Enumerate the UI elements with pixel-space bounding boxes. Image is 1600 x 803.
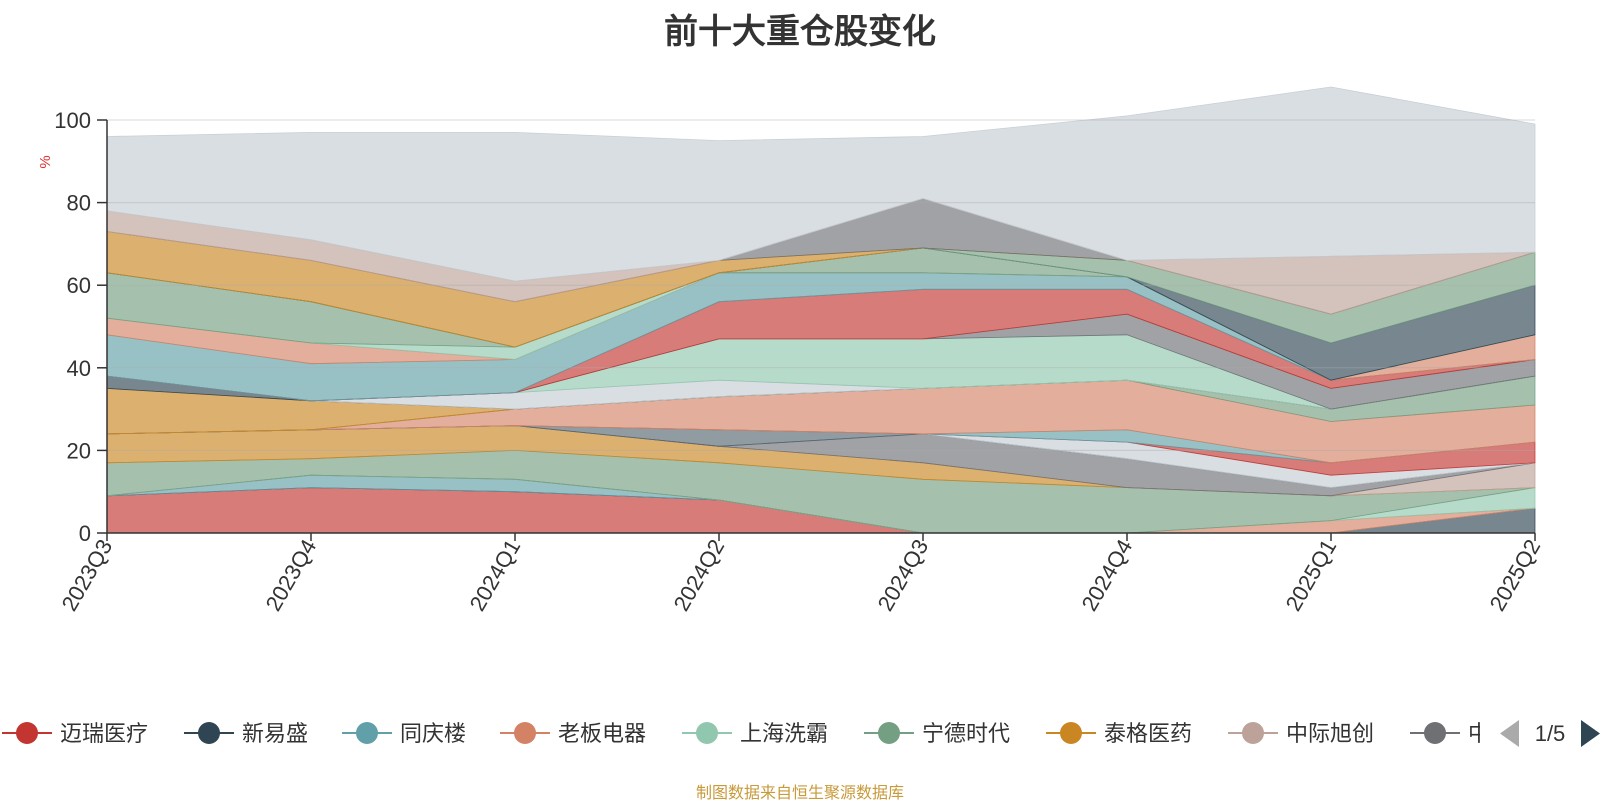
chart-title: 前十大重仓股变化	[664, 12, 936, 52]
y-tick-label-80: 80	[67, 191, 91, 216]
y-tick-label-60: 60	[67, 273, 91, 298]
legend-clip-mask	[1480, 705, 1600, 761]
x-tick-label-2025Q2: 2025Q2	[1485, 535, 1546, 615]
y-tick-label-20: 20	[67, 438, 91, 463]
legend-label-4: 上海洗霸	[740, 721, 828, 746]
data-source-note: 制图数据来自恒生聚源数据库	[695, 783, 904, 802]
x-tick-label-2025Q1: 2025Q1	[1281, 535, 1342, 615]
legend-label-5: 宁德时代	[922, 721, 1010, 746]
x-tick-label-2024Q4: 2024Q4	[1077, 535, 1138, 615]
legend-marker-4[interactable]	[696, 722, 718, 744]
y-tick-label-0: 0	[79, 521, 91, 546]
y-tick-label-100: 100	[54, 108, 91, 133]
legend-label-7: 中际旭创	[1286, 721, 1374, 746]
x-tick-label-2023Q4: 2023Q4	[261, 535, 322, 615]
legend-label-2: 同庆楼	[400, 721, 466, 746]
legend-marker-3[interactable]	[514, 722, 536, 744]
legend-label-3: 老板电器	[558, 721, 646, 746]
legend-marker-6[interactable]	[1060, 722, 1082, 744]
legend-marker-2[interactable]	[356, 722, 378, 744]
legend-label-1: 新易盛	[242, 721, 308, 746]
legend-prev-page-icon[interactable]	[1500, 720, 1519, 747]
legend-next-page-icon[interactable]	[1581, 720, 1600, 747]
legend-label-6: 泰格医药	[1104, 721, 1192, 746]
legend-page-indicator: 1/5	[1535, 721, 1566, 746]
area-series-30	[106, 86, 1536, 282]
y-tick-label-40: 40	[67, 356, 91, 381]
x-tick-label-2024Q3: 2024Q3	[873, 535, 934, 615]
legend-marker-1[interactable]	[198, 722, 220, 744]
legend-marker-7[interactable]	[1242, 722, 1264, 744]
y-axis-label: %	[37, 155, 54, 168]
legend-marker-0[interactable]	[16, 722, 38, 744]
x-tick-label-2024Q1: 2024Q1	[465, 535, 526, 615]
legend-marker-8[interactable]	[1424, 722, 1446, 744]
legend-marker-5[interactable]	[878, 722, 900, 744]
x-tick-label-2023Q3: 2023Q3	[57, 535, 118, 615]
x-tick-label-2024Q2: 2024Q2	[669, 535, 730, 615]
legend-label-0: 迈瑞医疗	[60, 721, 148, 746]
